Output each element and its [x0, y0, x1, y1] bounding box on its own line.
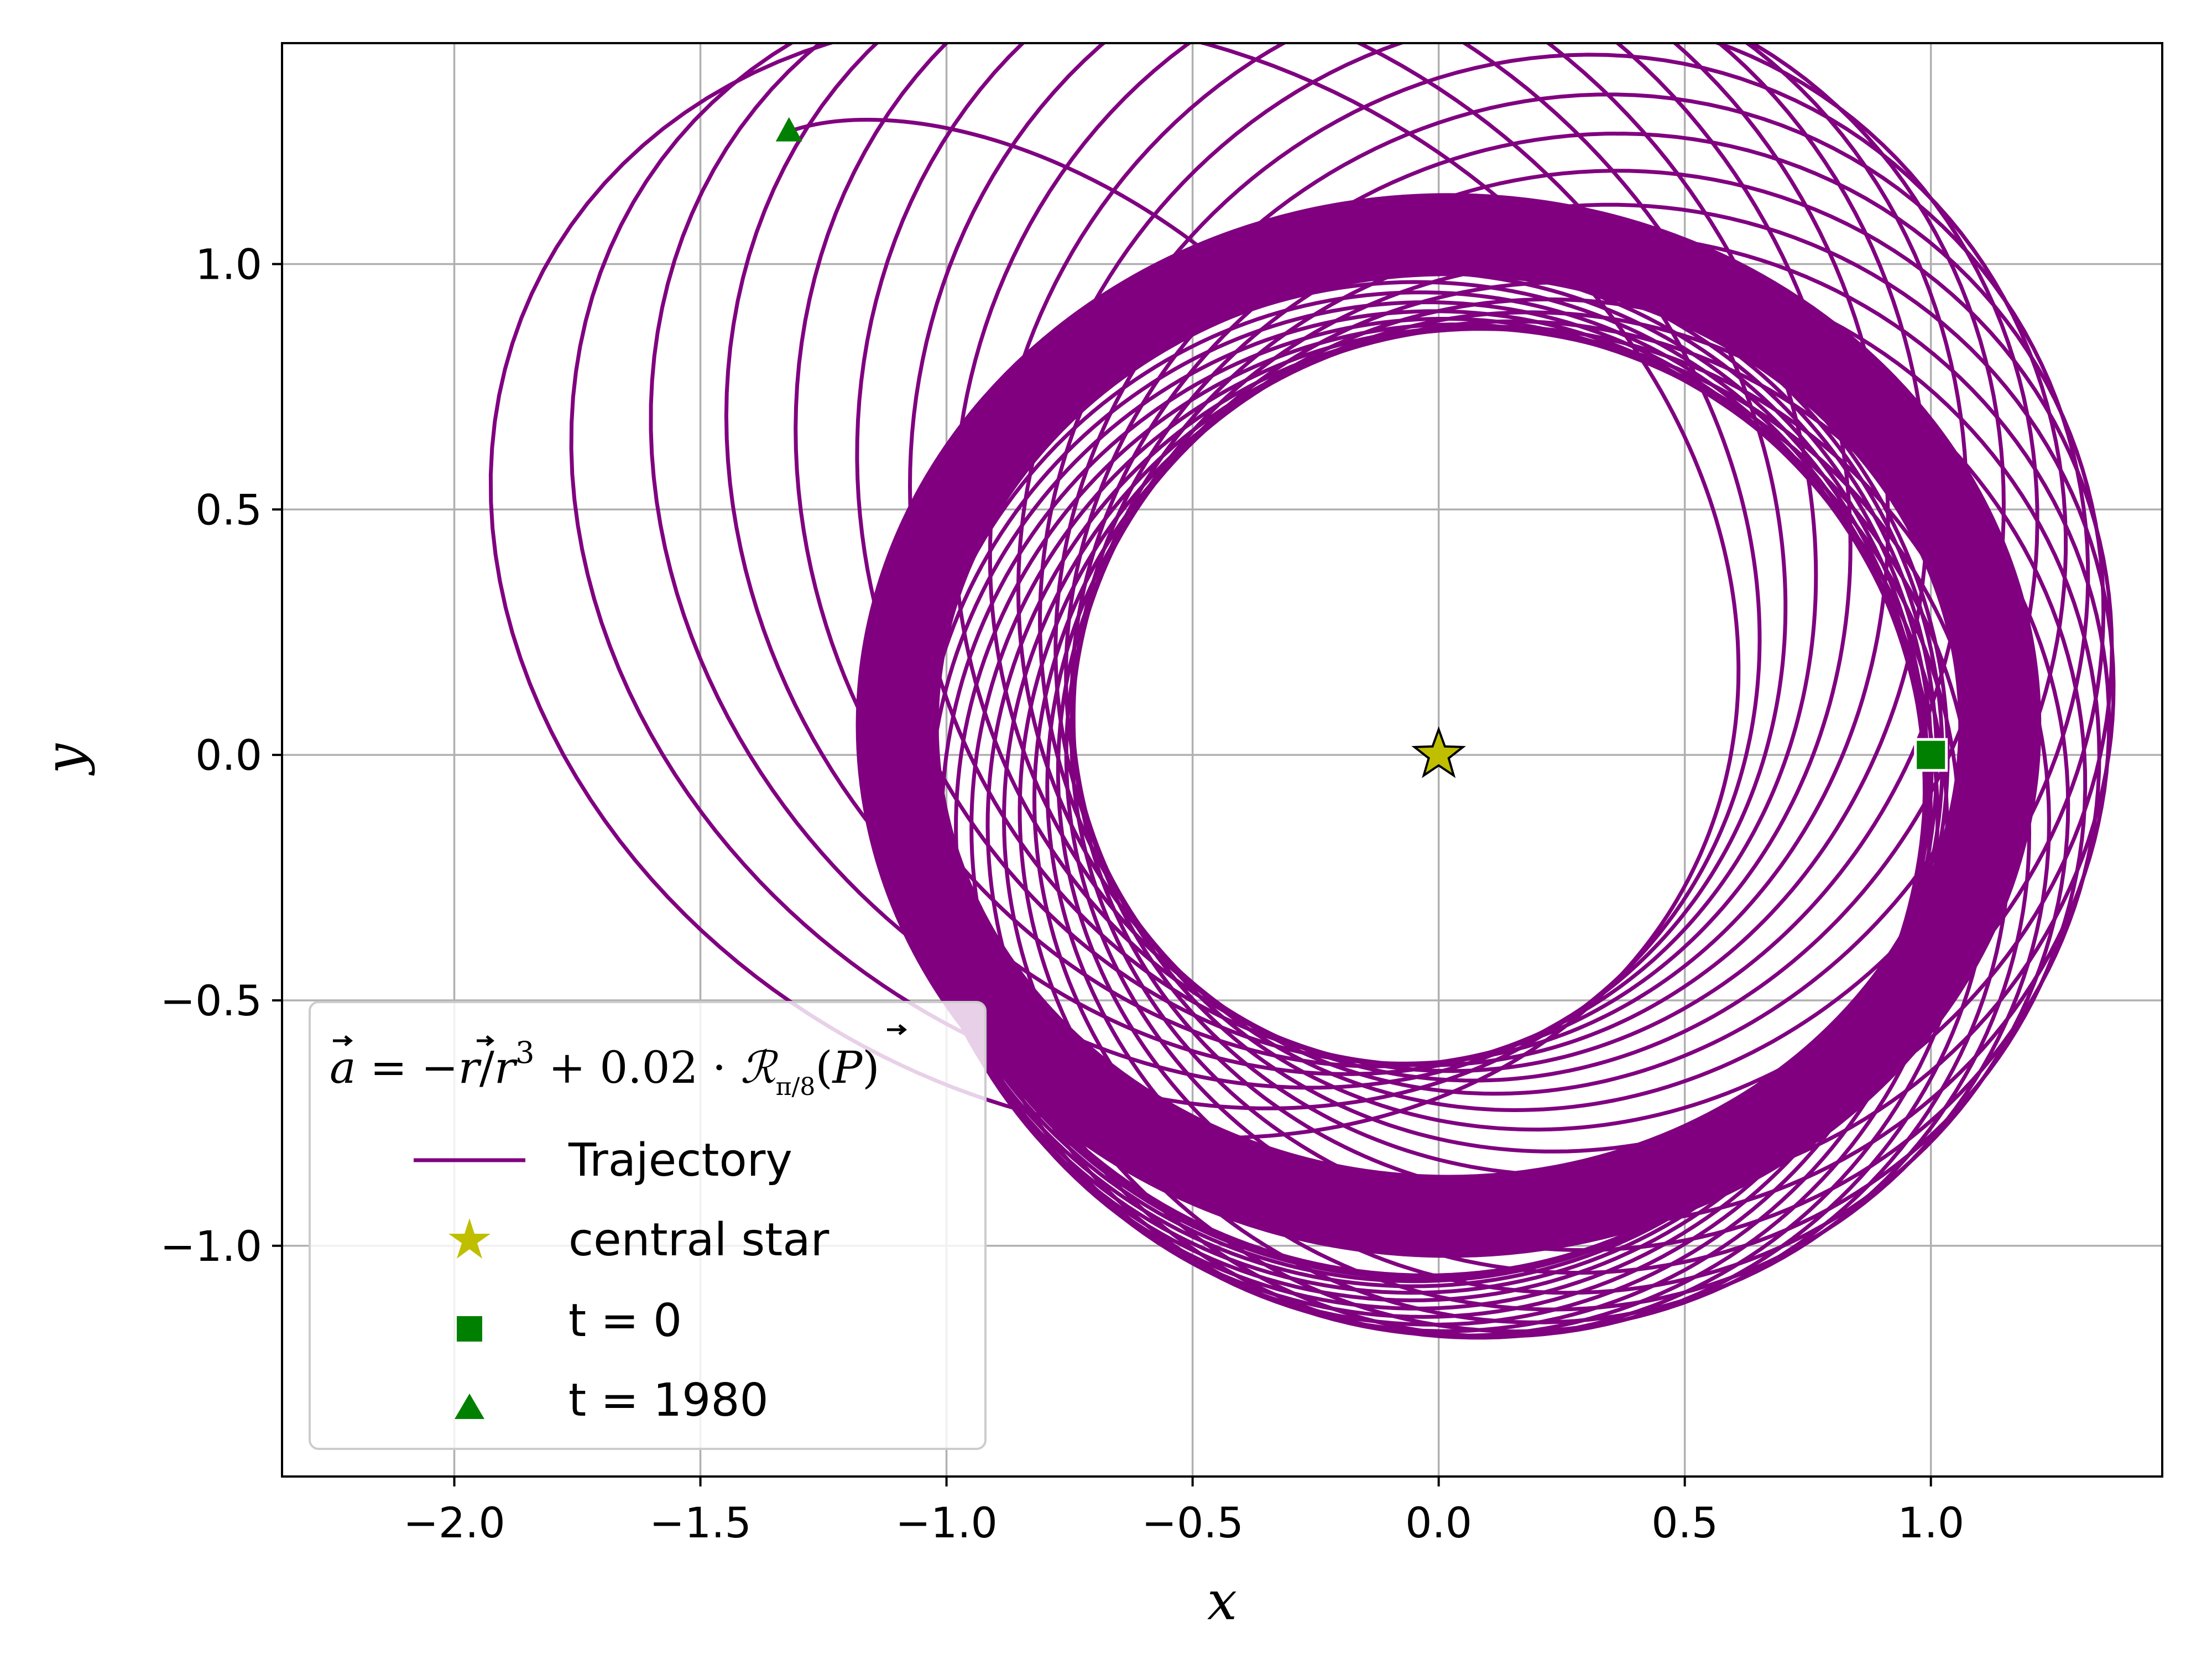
legend-label-t1980: t = 1980: [568, 1374, 769, 1427]
legend-label-trajectory: Trajectory: [568, 1134, 792, 1187]
x-axis-label: x: [1207, 1570, 1237, 1632]
y-tick-label: 0.5: [195, 485, 262, 534]
y-tick-label: −1.0: [160, 1222, 262, 1271]
plot-frame: [281, 42, 2163, 1478]
legend-star-icon: [448, 1218, 491, 1259]
central-star-marker: [1411, 726, 1466, 779]
y-tick-label: 1.0: [195, 239, 262, 289]
legend-title: a = −r/r3 + 0.02 · ℛπ/8(P): [330, 1024, 907, 1101]
legend-square-icon: [457, 1316, 482, 1342]
trajectory-loop: [954, 322, 1961, 1338]
trajectory-dense-band: [855, 193, 2042, 1258]
trajectory-final-arc: [788, 117, 1229, 271]
x-tick-label: −1.5: [649, 1498, 752, 1547]
x-tick-label: −1.0: [895, 1498, 998, 1547]
trajectory-loop: [1038, 53, 2068, 1112]
legend-triangle-icon: [455, 1394, 484, 1419]
legend: a = −r/r3 + 0.02 · ℛπ/8(P) Trajectory ce…: [309, 1001, 987, 1450]
trajectory-loop: [952, 43, 1969, 1073]
trajectory-loop: [1032, 310, 2051, 1312]
y-axis-label: y: [34, 743, 96, 776]
trajectory-loop: [488, 43, 1741, 1140]
x-tick-label: 0.0: [1405, 1498, 1472, 1547]
y-tick-label: 0.0: [195, 731, 262, 780]
legend-label-t0: t = 0: [568, 1295, 682, 1347]
trajectory-loop: [569, 43, 1762, 1110]
svg-text:a = −r/r3 + 0.02 · ℛπ/8(P): a = −r/r3 + 0.02 · ℛπ/8(P): [330, 1035, 880, 1101]
x-tick-label: −2.0: [403, 1498, 505, 1547]
legend-label-central-star: central star: [568, 1214, 830, 1266]
trajectory: [488, 43, 2116, 1340]
y-tick-label: −0.5: [160, 976, 262, 1025]
trajectory-loop: [988, 43, 2006, 1083]
trajectory-loop: [908, 43, 1929, 1067]
ticks: −2.0 −1.5 −1.0 −0.5 0.0 0.5 1.0 −1.0 −0.5 0.0 0.5 1…: [160, 239, 1964, 1547]
x-tick-label: −0.5: [1141, 1498, 1244, 1547]
trajectory-loop: [1053, 92, 2090, 1132]
x-tick-label: 1.0: [1897, 1498, 1964, 1547]
x-tick-label: 0.5: [1651, 1498, 1718, 1547]
t0-square-marker: [1914, 738, 1948, 772]
markers: [775, 117, 1948, 779]
trajectory-loop: [1016, 43, 2039, 1096]
t1980-triangle-marker: [775, 117, 802, 142]
